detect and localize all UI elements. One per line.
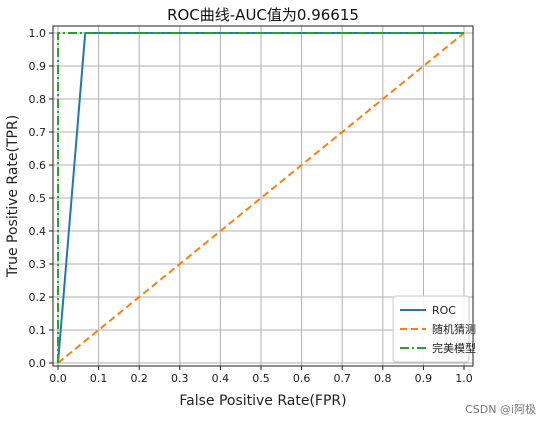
legend-entry: 随机猜测	[432, 322, 476, 336]
y-tick-label: 0.0	[29, 357, 47, 370]
x-axis-ticks: 0.0 0.1 0.2 0.3 0.4 0.5 0.6 0.7 0.8 0.9 1.0	[49, 366, 473, 385]
y-tick-label: 1.0	[29, 27, 47, 40]
y-tick-label: 0.6	[29, 159, 47, 172]
x-tick-label: 0.3	[171, 372, 189, 385]
series-line-1	[57, 32, 465, 364]
legend-entry: ROC	[432, 304, 456, 317]
y-tick-label: 0.3	[29, 258, 47, 271]
legend-entry: 完美模型	[432, 341, 476, 355]
plot-frame	[52, 25, 474, 367]
x-tick-label: 0.0	[49, 372, 67, 385]
x-tick-label: 0.2	[130, 372, 148, 385]
watermark: CSDN @i阿极	[465, 403, 536, 416]
y-tick-label: 0.1	[29, 324, 47, 337]
x-tick-label: 0.4	[212, 372, 230, 385]
x-axis-label: False Positive Rate(FPR)	[179, 393, 346, 409]
legend-box	[392, 295, 470, 363]
x-tick-label: 0.5	[252, 372, 270, 385]
x-tick-label: 0.9	[415, 372, 433, 385]
y-axis-label: True Positive Rate(TPR)	[5, 115, 21, 278]
chart-title: ROC曲线-AUC值为0.96615	[167, 6, 359, 24]
y-tick-label: 0.4	[29, 225, 47, 238]
x-tick-label: 0.6	[293, 372, 311, 385]
x-tick-label: 1.0	[455, 372, 473, 385]
y-tick-label: 0.9	[29, 60, 47, 73]
series-layer	[57, 32, 465, 364]
x-tick-label: 0.7	[333, 372, 351, 385]
y-tick-label: 0.8	[29, 93, 47, 106]
y-tick-label: 0.5	[29, 192, 47, 205]
y-tick-label: 0.7	[29, 126, 47, 139]
x-tick-label: 0.1	[90, 372, 108, 385]
series-line-2	[57, 32, 464, 363]
x-tick-label: 0.8	[374, 372, 392, 385]
y-tick-label: 0.2	[29, 291, 47, 304]
y-axis-ticks: 0.0 0.1 0.2 0.3 0.4 0.5 0.6 0.7 0.8 0.9 1.0	[29, 27, 53, 370]
